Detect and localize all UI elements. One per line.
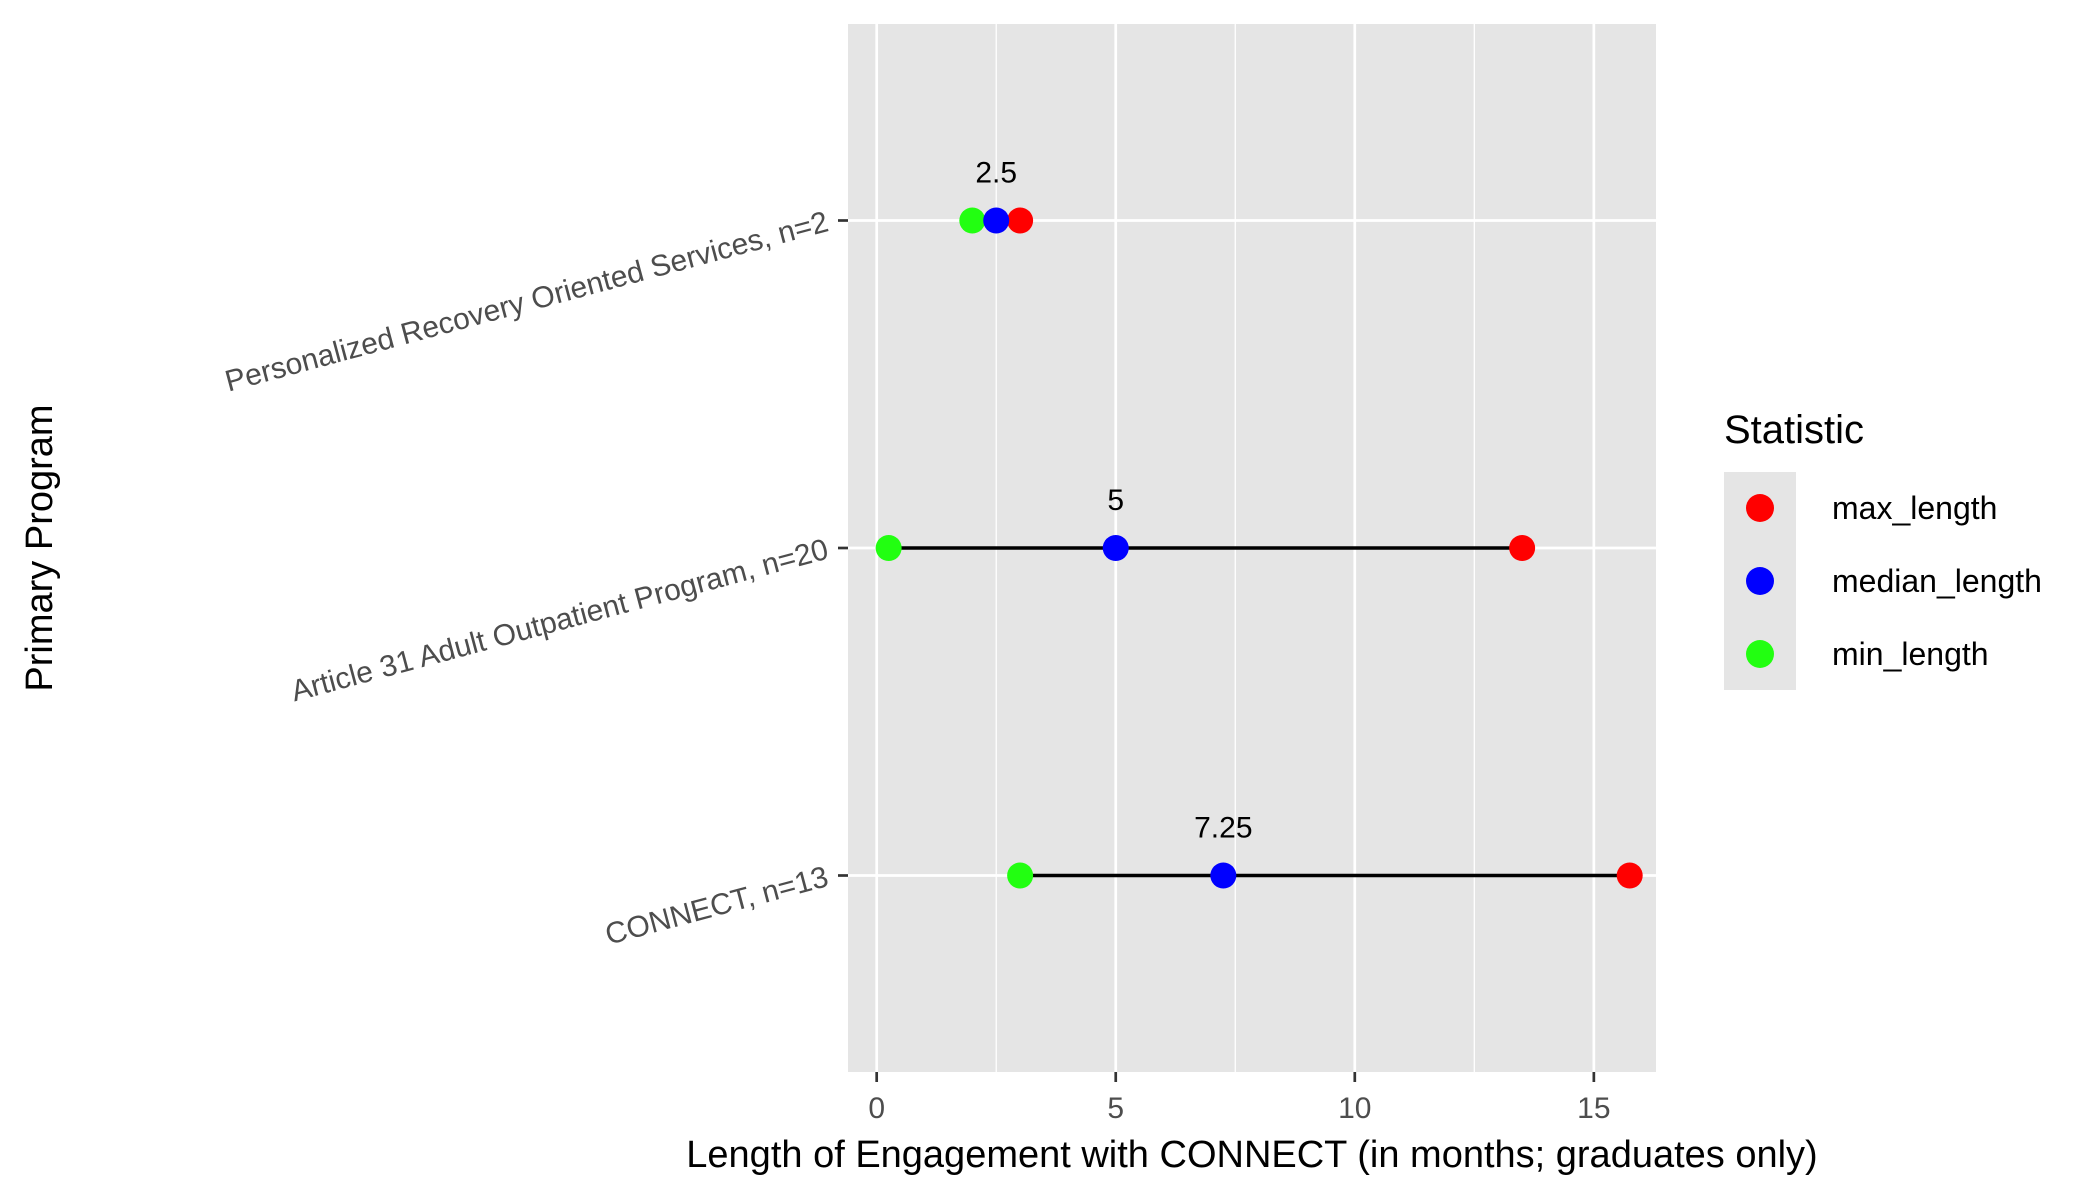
y-tick-label: CONNECT, n=13 — [602, 860, 832, 951]
x-tick-label: 0 — [868, 1092, 885, 1125]
y-axis-title: Primary Program — [19, 404, 61, 691]
y-axis: CONNECT, n=13 Article 31 Adult Outpatient… — [222, 205, 848, 952]
point-min_length — [875, 535, 902, 561]
point-min_length — [959, 207, 986, 234]
median-label: 5 — [1107, 484, 1124, 517]
median-annotations: 7.25 5 2.5 — [975, 157, 1252, 845]
legend-key-max_length — [1746, 494, 1774, 522]
data-points — [875, 207, 1643, 889]
median-label: 7.25 — [1194, 812, 1252, 845]
legend-items: max_length median_length min_length — [1746, 490, 2042, 672]
legend-label: min_length — [1832, 636, 1989, 672]
x-axis: 0 5 10 15 — [868, 1072, 1611, 1125]
y-tick-label: Personalized Recovery Oriented Services,… — [222, 205, 832, 398]
point-median_length — [983, 207, 1010, 234]
point-max_length — [1007, 207, 1034, 234]
x-tick-label: 15 — [1577, 1092, 1610, 1125]
point-min_length — [1007, 862, 1034, 889]
median-label: 2.5 — [975, 157, 1017, 190]
legend: Statistic max_length median_length min_len… — [1724, 408, 2042, 690]
legend-title: Statistic — [1724, 408, 1864, 452]
legend-label: median_length — [1832, 563, 2042, 599]
legend-label: max_length — [1832, 490, 1997, 526]
x-tick-label: 10 — [1338, 1092, 1371, 1125]
point-median_length — [1210, 862, 1237, 889]
y-tick-label: Article 31 Adult Outpatient Program, n=2… — [288, 533, 832, 708]
legend-key-median_length — [1746, 567, 1774, 595]
point-max_length — [1616, 862, 1643, 889]
x-tick-label: 5 — [1107, 1092, 1124, 1125]
point-max_length — [1509, 535, 1536, 561]
legend-key-min_length — [1746, 640, 1774, 668]
x-axis-title: Length of Engagement with CONNECT (in mo… — [686, 1134, 1817, 1176]
point-median_length — [1102, 535, 1129, 561]
